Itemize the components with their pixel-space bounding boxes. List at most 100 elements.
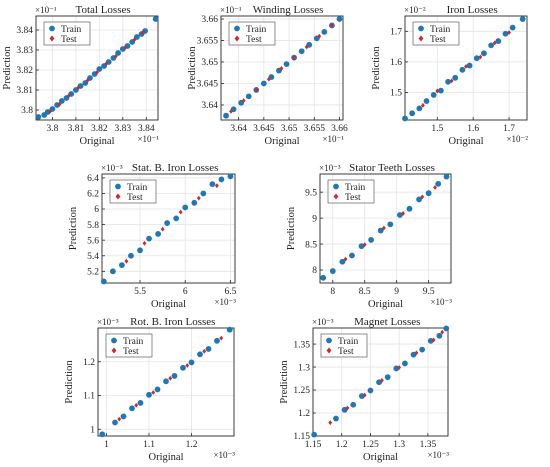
test-point <box>95 70 99 75</box>
test-point <box>76 85 81 90</box>
train-point <box>197 351 203 358</box>
x-tick-label: 8 <box>330 287 335 297</box>
axes-frame <box>101 173 236 284</box>
train-point <box>120 413 127 420</box>
legend-box <box>412 21 460 46</box>
train-point <box>430 92 437 98</box>
train-point <box>137 247 143 254</box>
train-point <box>423 98 430 104</box>
y-axis-label: Prediction <box>286 206 297 250</box>
legend-label-test: Test <box>127 193 143 203</box>
train-point <box>409 110 416 117</box>
legend-train-marker <box>234 25 240 32</box>
test-point <box>151 390 156 395</box>
y-axis-label: Prediction <box>64 360 75 404</box>
train-point <box>200 190 207 197</box>
subplot-2: 3.64 3.645 3.65 3.655 3.66 3.64 3.645 3.65 3.655… <box>187 4 348 147</box>
test-point <box>132 37 137 42</box>
train-point <box>100 278 107 285</box>
y-multiplier: ×10⁻³ <box>101 163 123 173</box>
train-point <box>245 93 252 100</box>
axes-frame <box>97 327 235 437</box>
train-point <box>321 29 328 35</box>
y-tick-label: 1.1 <box>83 392 95 402</box>
legend-train-marker <box>115 183 121 190</box>
legend-label-test: Test <box>345 193 361 203</box>
train-point <box>509 24 516 31</box>
train-point <box>180 364 186 371</box>
y-tick-label: 9.5 <box>305 188 317 198</box>
x-tick-label: 3.65 <box>281 124 298 134</box>
train-point <box>109 268 116 275</box>
y-tick-label: 5.2 <box>87 268 99 278</box>
x-axis-label: Original <box>151 299 186 310</box>
train-point <box>311 431 318 438</box>
train-point <box>205 346 212 352</box>
x-tick-label: 1.25 <box>362 440 379 450</box>
train-point <box>154 386 161 393</box>
legend-label-train: Train <box>430 25 450 35</box>
train-point <box>436 332 443 339</box>
test-point <box>215 183 219 189</box>
legend-train-marker <box>418 25 424 32</box>
legend-train-marker <box>49 25 55 32</box>
train-point <box>459 66 466 73</box>
test-point <box>123 45 128 50</box>
train-point <box>329 268 336 274</box>
train-point <box>367 387 374 394</box>
train-point <box>350 401 357 408</box>
y-tick-label: 1.7 <box>390 27 402 37</box>
train-point <box>435 180 442 187</box>
train-point <box>368 237 375 243</box>
legend-label-test: Test <box>61 35 77 45</box>
x-tick-label: 1.7 <box>503 124 515 134</box>
y-tick-label: 1.35 <box>293 340 310 350</box>
train-point <box>152 16 159 22</box>
train-point <box>402 115 408 122</box>
train-point <box>129 405 135 412</box>
subplot-title: Winding Losses <box>253 4 324 16</box>
y-tick-label: 1.25 <box>293 386 310 396</box>
train-point <box>182 204 189 211</box>
train-point <box>349 252 355 259</box>
y-tick-label: 1 <box>90 425 95 435</box>
train-point <box>171 373 178 379</box>
legend-label-train: Train <box>246 25 266 35</box>
y-tick-label: 1.3 <box>298 363 310 373</box>
x-tick-label: 3.655 <box>304 124 326 134</box>
train-point <box>137 400 144 406</box>
x-tick-label: 6.5 <box>225 287 237 297</box>
legend-box <box>228 21 276 46</box>
legend-test-marker <box>418 35 424 42</box>
y-tick-label: 3.66 <box>201 15 218 25</box>
train-point <box>58 98 65 104</box>
train-point <box>384 374 391 381</box>
test-point <box>229 109 233 114</box>
y-tick-label: 5.4 <box>87 252 99 262</box>
train-point <box>445 78 451 85</box>
x-tick-label: 3.66 <box>331 124 348 134</box>
y-tick-label: 3.82 <box>16 66 33 76</box>
legend-label-train: Train <box>123 337 143 347</box>
x-tick-label: 3.82 <box>91 124 108 134</box>
legend-train-marker <box>333 183 339 190</box>
y-multiplier: ×10⁻³ <box>97 317 119 327</box>
train-point <box>416 196 422 203</box>
legend-box <box>109 179 157 204</box>
test-point <box>435 88 440 94</box>
legend-test-marker <box>234 35 240 42</box>
x-axis-label: Original <box>449 136 484 147</box>
x-tick-label: 1.3 <box>393 440 405 450</box>
axes-frame <box>319 173 452 284</box>
test-point <box>440 329 445 335</box>
x-tick-label: 1.5 <box>431 124 443 134</box>
test-point <box>478 54 483 60</box>
train-point <box>214 337 220 344</box>
train-point <box>226 326 233 333</box>
test-point <box>66 93 71 98</box>
y-tick-label: 6.2 <box>87 190 99 200</box>
